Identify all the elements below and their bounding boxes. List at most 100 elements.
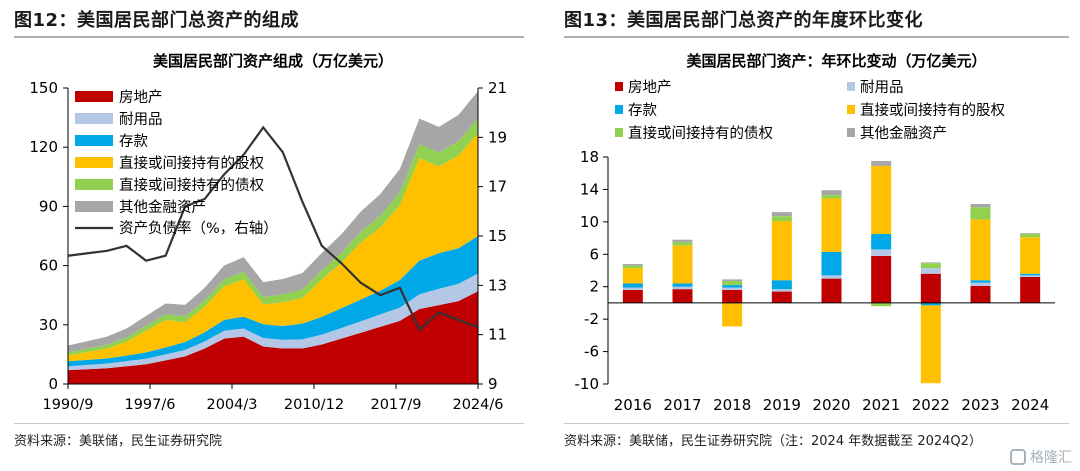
bar-real_estate (970, 285, 991, 303)
bar-equity (871, 165, 892, 235)
bar-equity (821, 198, 842, 252)
x-tick-label: 2017 (663, 396, 701, 414)
chart-title: 美国居民部门资产组成（万亿美元） (153, 52, 393, 70)
title-divider (14, 36, 524, 38)
bar-other (672, 239, 693, 243)
bar-equity (771, 221, 792, 281)
legend-label: 房地产 (628, 79, 672, 96)
bar-durables (821, 275, 842, 279)
figure-title: 图12：美国居民部门总资产的组成 (14, 10, 300, 31)
legend-swatch-durables (75, 113, 113, 124)
y-left-tick-label: 120 (29, 138, 58, 156)
legend-label: 直接或间接持有的债权 (119, 177, 264, 194)
bar-durables (970, 282, 991, 286)
y-tick-label: -6 (584, 343, 599, 361)
bar-deposits (871, 234, 892, 250)
area-equity (68, 133, 478, 362)
legend-swatch-deposits (615, 105, 623, 114)
legend-label: 耐用品 (119, 111, 163, 128)
bar-real_estate (1020, 276, 1041, 303)
bar-deposits (970, 280, 991, 283)
bar-other (1020, 233, 1041, 235)
bar-deposits (771, 280, 792, 290)
bar-real_estate (821, 278, 842, 303)
area-durables (68, 273, 478, 371)
y-tick-label: 18 (580, 148, 599, 166)
legend-swatch-equity (847, 105, 855, 114)
x-tick-label: 2017/9 (370, 397, 421, 413)
watermark-text: 格隆汇 (1030, 450, 1072, 466)
x-tick-label: 2010/12 (284, 397, 344, 413)
bar-other (722, 279, 743, 282)
x-tick-label: 2004/3 (206, 397, 257, 413)
bar-other (821, 190, 842, 196)
bar-durables (920, 268, 941, 274)
bar-bonds (771, 216, 792, 222)
source-note: 资料来源：美联储，民生证券研究院（注：2024 年数据截至 2024Q2） (564, 434, 982, 449)
legend-swatch-deposits (75, 135, 113, 146)
bar-equity (622, 268, 643, 284)
legend-label: 存款 (628, 102, 657, 119)
source-divider (564, 423, 1069, 424)
bar-deposits (920, 302, 941, 306)
x-tick-label: 2016 (614, 396, 652, 414)
bar-durables (672, 286, 693, 290)
bar-deposits (722, 285, 743, 288)
legend-label: 直接或间接持有的债权 (628, 125, 773, 142)
legend-swatch-other (75, 201, 113, 212)
watermark: 格隆汇 (1010, 447, 1072, 467)
bar-durables (771, 289, 792, 292)
bar-real_estate (672, 289, 693, 303)
left-figure: 图12：美国居民部门总资产的组成 美国居民部门资产组成（万亿美元） 0 30 60 90… (14, 10, 524, 449)
y-tick-label: 14 (580, 180, 599, 198)
bar-durables (622, 287, 643, 290)
bar-other (771, 212, 792, 217)
y-tick-label: 10 (580, 213, 599, 231)
legend-label: 存款 (119, 133, 148, 150)
x-tick-label: 2020 (812, 396, 850, 414)
line-leverage-ratio (67, 125, 479, 332)
legend-swatch-real_estate (75, 91, 113, 102)
y-right-tick-label: 13 (488, 276, 507, 294)
bar-real_estate (622, 289, 643, 303)
y-tick-label: -2 (584, 310, 599, 328)
y-left-tick-label: 150 (29, 79, 58, 97)
y-left-tick-label: 30 (39, 316, 58, 334)
x-tick-label: 2018 (713, 396, 751, 414)
legend-swatch-other (847, 128, 855, 137)
legend-swatch-bonds (615, 128, 623, 137)
source-divider (14, 423, 524, 424)
legend-label: 直接或间接持有的股权 (119, 155, 264, 172)
area-real_estate (68, 291, 478, 384)
source-note: 资料来源：美联储，民生证券研究院 (14, 434, 223, 449)
bar-equity (722, 302, 743, 327)
bar-equity (970, 219, 991, 281)
y-left-tick-label: 60 (39, 257, 58, 275)
x-tick-label: 1997/6 (124, 397, 175, 413)
bar-real_estate (722, 289, 743, 303)
legend-swatch-bonds (75, 179, 113, 190)
bar-bonds (622, 265, 643, 269)
bar-deposits (821, 251, 842, 276)
y-left-tick-label: 0 (48, 375, 58, 393)
bar-durables (1020, 275, 1041, 277)
title-divider (564, 36, 1069, 38)
bar-deposits (672, 283, 693, 287)
legend-label: 耐用品 (860, 79, 904, 96)
legend-label: 其他金融资产 (860, 125, 947, 142)
bar-bonds (672, 242, 693, 246)
bar-deposits (1020, 273, 1041, 276)
legend-label: 资产负债率（%，右轴） (119, 220, 278, 237)
legend-label: 直接或间接持有的股权 (860, 102, 1005, 119)
y-right-tick-label: 21 (488, 79, 507, 97)
x-tick-label: 2022 (912, 396, 950, 414)
y-tick-label: 2 (589, 278, 599, 296)
bar-equity (1020, 237, 1041, 274)
bar-bonds (920, 263, 941, 269)
x-tick-label: 2024/6 (452, 397, 503, 413)
legend-swatch-real_estate (615, 82, 623, 91)
x-tick-label: 2024 (1011, 396, 1049, 414)
y-tick-label: 6 (589, 245, 599, 263)
y-right-tick-label: 9 (488, 375, 498, 393)
